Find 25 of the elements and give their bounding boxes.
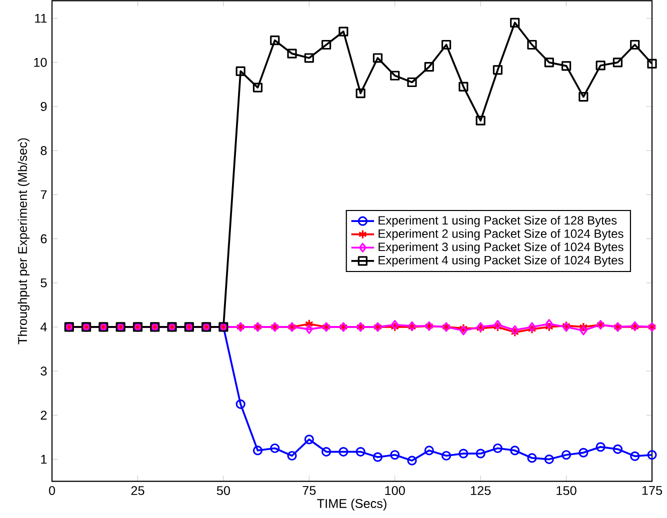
x-tick-label: 125 (470, 486, 491, 496)
x-axis-title: TIME (Secs) (317, 498, 386, 510)
y-tick-label: 8 (40, 146, 47, 156)
y-axis-title: Throughput per Experiment (Mb/sec) (18, 138, 30, 344)
x-tick-label: 0 (48, 486, 56, 496)
y-tick-label: 4 (40, 322, 47, 332)
x-tick-label: 100 (385, 486, 405, 496)
y-tick-label: 2 (40, 410, 47, 420)
y-tick-label: 9 (40, 102, 47, 111)
x-tick-label: 50 (216, 486, 230, 496)
y-tick-label: 7 (40, 190, 47, 200)
x-tick-label: 150 (556, 486, 576, 496)
x-tick-label: 75 (302, 486, 316, 495)
legend-label: Experiment 4 using Packet Size of 1024 Bytes (378, 256, 624, 267)
y-tick-label: 6 (40, 234, 47, 244)
y-tick-label: 10 (34, 58, 47, 67)
y-tick-label: 11 (35, 14, 47, 23)
x-tick-label: 25 (131, 486, 144, 496)
y-tick-label: 1 (41, 454, 47, 464)
y-tick-label: 5 (40, 278, 47, 288)
legend-label: Experiment 2 using Packet Size of 1024 Bytes (378, 229, 624, 240)
x-tick-label: 175 (642, 486, 662, 495)
legend-label: Experiment 3 using Packet Size of 1024 Bytes (378, 242, 624, 254)
legend-label: Experiment 1 using Packet Size of 128 Bytes (378, 216, 617, 227)
y-tick-label: 3 (40, 366, 47, 376)
